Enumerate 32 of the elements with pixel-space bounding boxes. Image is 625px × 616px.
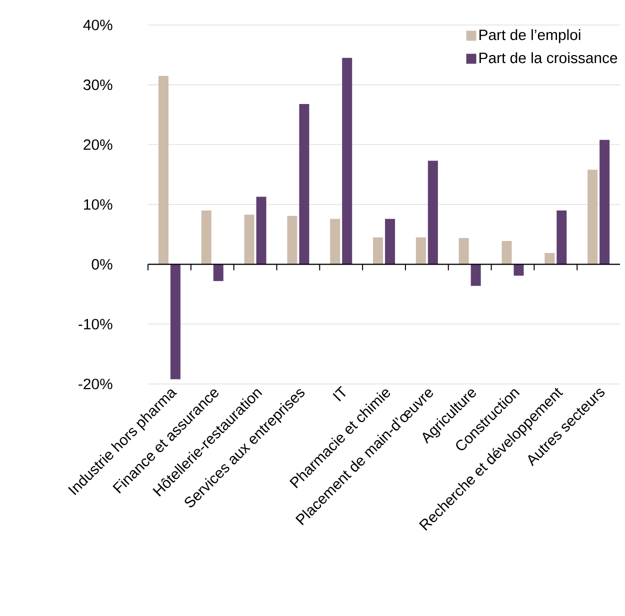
bar (330, 218, 340, 264)
bar (158, 76, 168, 264)
bar (373, 237, 384, 264)
y-tick-label: 40% (83, 20, 112, 30)
y-tick-label: -20% (78, 378, 112, 390)
bar (514, 264, 524, 276)
y-tick-label: 10% (84, 199, 112, 210)
bar (170, 264, 180, 380)
legend-label: Part de l’emploi (479, 29, 580, 44)
bar (600, 140, 610, 264)
bar (502, 240, 512, 264)
y-tick-label: 0% (92, 259, 112, 270)
bar (385, 218, 396, 264)
bar (544, 252, 555, 264)
bar (458, 238, 469, 264)
bar (299, 104, 310, 264)
legend-label: Part de la croissance (479, 52, 618, 64)
bar (256, 196, 266, 264)
y-tick-label: 30% (83, 80, 112, 90)
bar (213, 264, 224, 282)
bar (588, 170, 598, 264)
y-tick-label: -10% (78, 318, 112, 330)
bar (428, 160, 438, 264)
bar (244, 214, 254, 264)
x-tick-label: IT (332, 386, 346, 402)
y-tick-label: 20% (84, 139, 112, 150)
bar (556, 210, 567, 264)
bar (287, 216, 298, 264)
bar (470, 264, 481, 286)
bar (416, 237, 426, 264)
bar (201, 210, 212, 264)
bar (342, 58, 352, 264)
